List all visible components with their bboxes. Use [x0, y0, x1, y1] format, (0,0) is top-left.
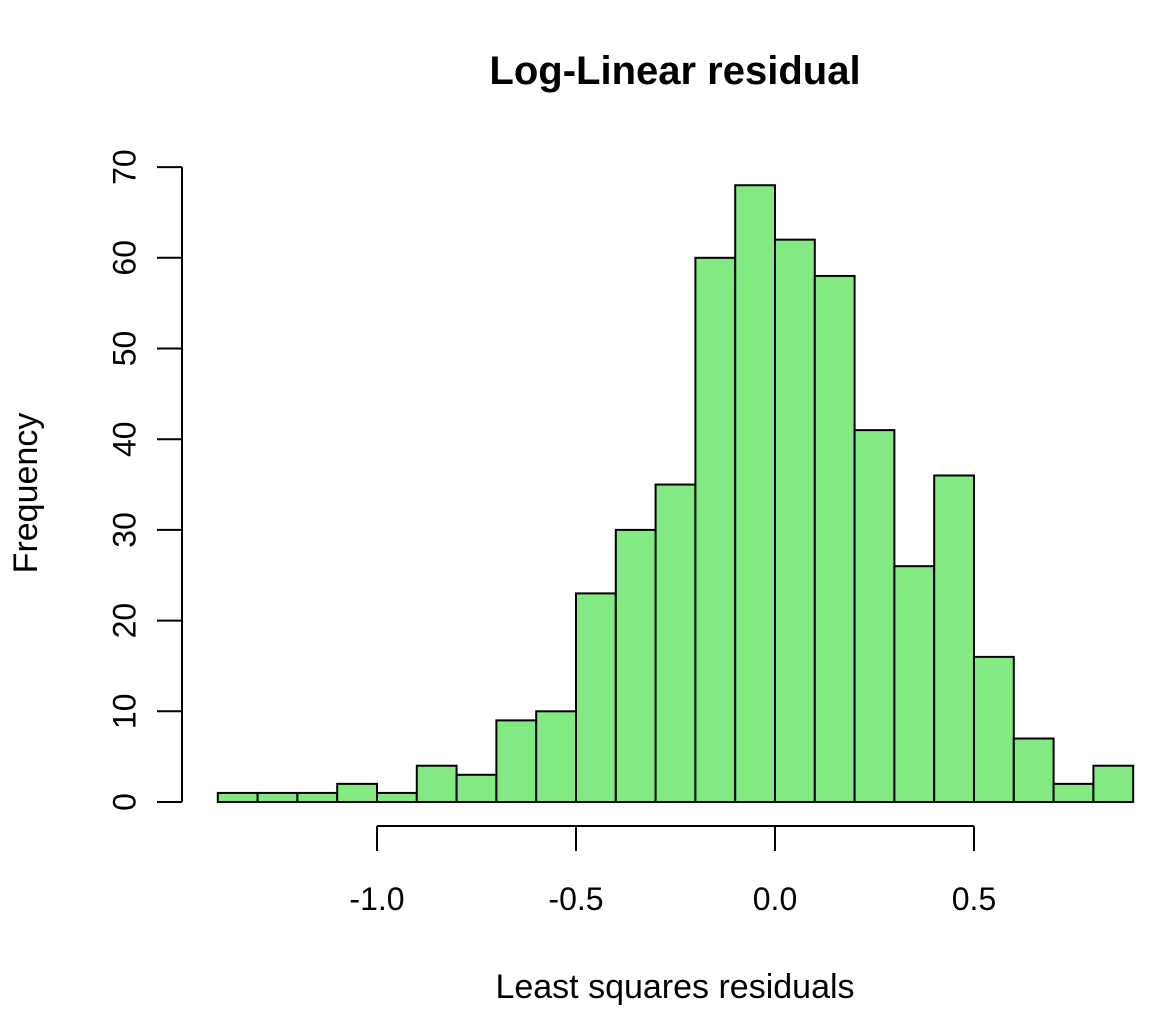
histogram-bar	[893, 565, 936, 803]
histogram-bar	[455, 773, 498, 803]
x-tick-label: 0.0	[753, 881, 797, 917]
y-tick-label: 40	[106, 421, 142, 457]
x-tick-label: -0.5	[548, 881, 603, 917]
histogram-bar	[575, 592, 617, 804]
histogram-bar	[535, 710, 578, 803]
x-tick-label: -1.0	[349, 881, 404, 917]
histogram-bar	[774, 238, 816, 804]
histogram-bar	[495, 719, 538, 803]
histogram-bar	[813, 274, 856, 803]
y-tick-label: 0	[106, 793, 142, 811]
histogram-bar	[933, 474, 976, 803]
y-tick-label: 30	[106, 512, 142, 548]
histogram-bar	[376, 791, 418, 803]
histogram-bar	[1012, 737, 1055, 804]
x-axis-label: Least squares residuals	[495, 968, 854, 1006]
y-tick-label: 20	[106, 603, 142, 639]
chart-title: Log-Linear residual	[489, 49, 860, 93]
x-tick-label: 0.5	[952, 881, 996, 917]
histogram-bar	[1052, 782, 1095, 803]
y-tick-label: 10	[106, 694, 142, 730]
histogram-bar	[853, 429, 896, 803]
y-axis: 0 10 20 30 40 50 60 70	[106, 149, 183, 811]
histogram-bar	[694, 256, 737, 803]
histogram-bar	[296, 791, 339, 803]
histogram-bar	[614, 528, 657, 804]
histogram-bar	[256, 791, 299, 803]
bars-group	[216, 184, 1135, 804]
histogram-bar	[654, 483, 697, 803]
histogram-bar	[973, 655, 1015, 803]
y-tick-label: 60	[106, 240, 142, 276]
histogram-bar	[415, 764, 458, 803]
histogram-bar	[336, 782, 379, 803]
y-axis-label: Frequency	[7, 413, 45, 574]
y-tick-label: 50	[106, 331, 142, 367]
histogram-bar	[734, 184, 777, 804]
y-tick-label: 70	[106, 149, 142, 185]
histogram-bar	[1092, 764, 1135, 803]
x-axis: -1.0 -0.5 0.0 0.5	[349, 825, 996, 917]
histogram-bar	[216, 791, 259, 803]
